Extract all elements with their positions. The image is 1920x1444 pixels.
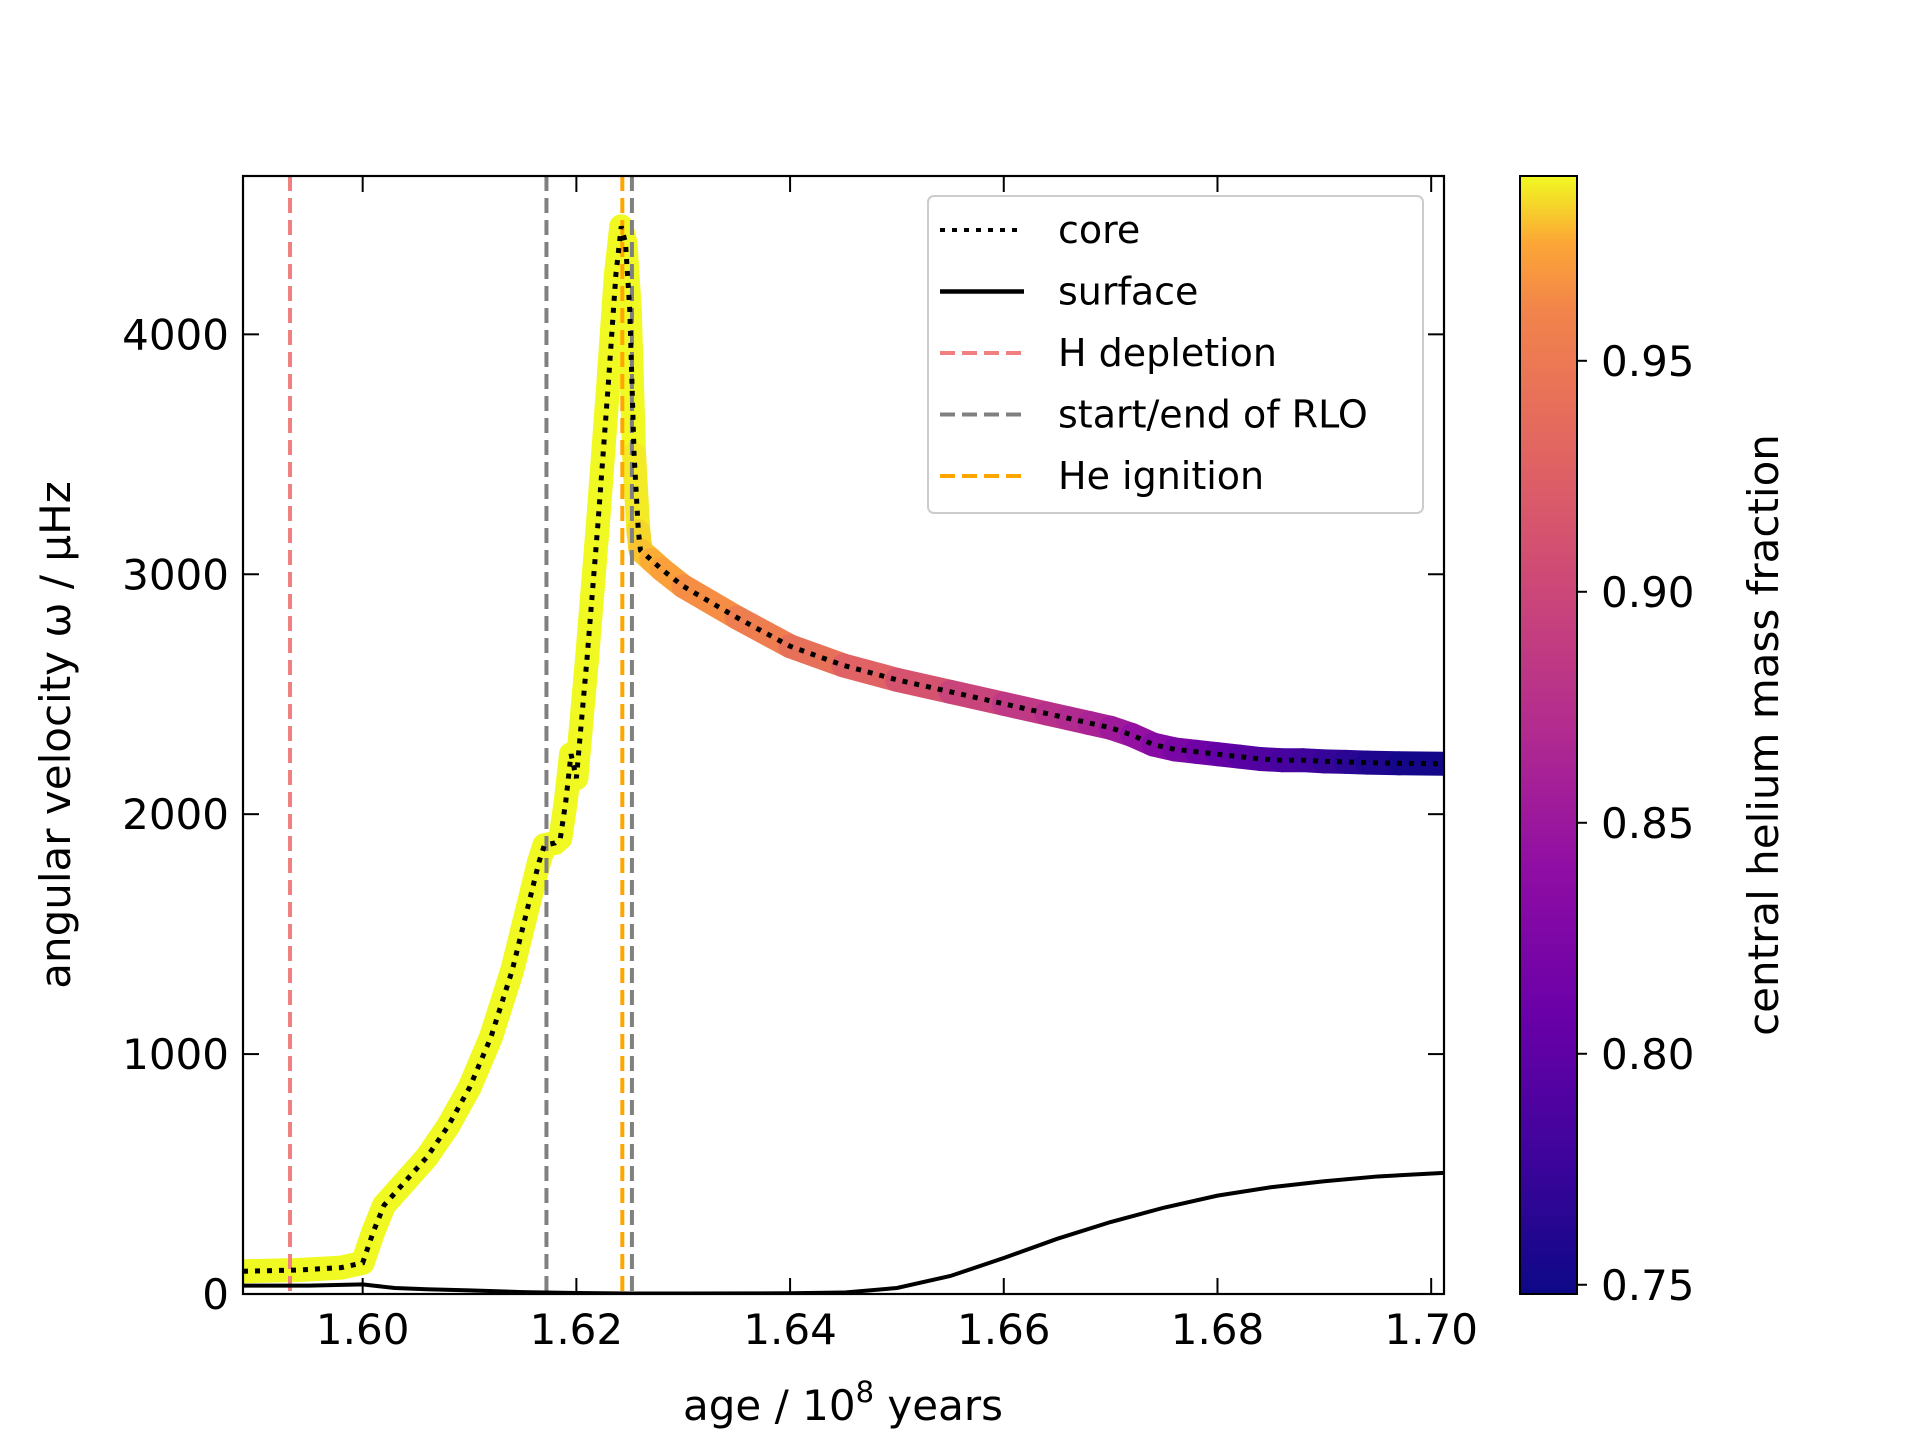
x-tick-label: 1.60 (316, 1305, 410, 1354)
colorbar-tick-label: 0.75 (1601, 1261, 1695, 1310)
surface-line (243, 1173, 1444, 1294)
colorbar (1520, 176, 1577, 1294)
y-tick-label: 2000 (122, 790, 229, 839)
x-tick-label: 1.62 (530, 1305, 624, 1354)
legend-label: core (1058, 208, 1140, 252)
colorbar-tick-label: 0.85 (1601, 799, 1695, 848)
colorbar-ticks: 0.75 0.80 0.85 0.90 0.95 (1577, 337, 1695, 1310)
core-color-band-segment (608, 274, 615, 382)
legend-label: surface (1058, 270, 1198, 314)
y-tick-label: 4000 (122, 310, 229, 359)
x-tick-label: 1.66 (957, 1305, 1051, 1354)
legend: core surface H depletion start/end of RLO He… (928, 196, 1423, 513)
y-tick-label: 1000 (122, 1030, 229, 1079)
y-tick-label: 0 (202, 1270, 229, 1319)
y-tick-label: 3000 (122, 550, 229, 599)
colorbar-label: central helium mass fraction (1739, 434, 1788, 1036)
legend-label: He ignition (1058, 454, 1264, 498)
colorbar-tick-label: 0.90 (1601, 568, 1695, 617)
x-tick-label: 1.68 (1171, 1305, 1265, 1354)
colorbar-tick-label: 0.80 (1601, 1030, 1695, 1079)
x-axis-label: age / 108 years (683, 1375, 1003, 1430)
colorbar-tick-label: 0.95 (1601, 337, 1695, 386)
x-tick-label: 1.64 (743, 1305, 837, 1354)
core-color-band-segment (587, 526, 598, 658)
x-tick-label: 1.70 (1384, 1305, 1478, 1354)
legend-label: H depletion (1058, 331, 1277, 375)
y-axis-label: angular velocity ω / μHz (31, 481, 80, 989)
legend-label: start/end of RLO (1058, 393, 1368, 437)
